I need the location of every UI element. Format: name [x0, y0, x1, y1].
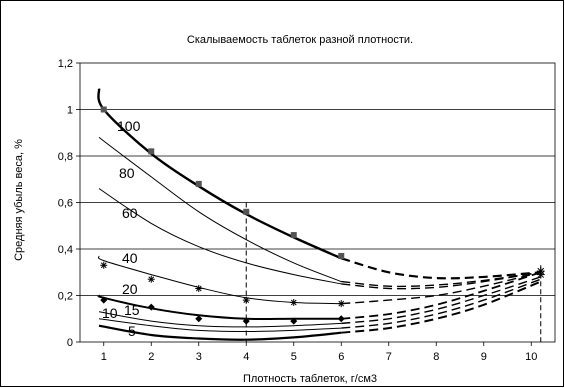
series-80-line — [98, 137, 342, 283]
series-15-extrapolation — [341, 276, 542, 325]
data-point — [147, 275, 155, 283]
y-tick-label: 0,4 — [58, 244, 73, 256]
x-axis-label: Плотность таблеток, г/см3 — [243, 373, 377, 385]
x-tick-label: 9 — [481, 351, 487, 363]
y-tick-label: 1 — [67, 105, 73, 117]
data-point — [290, 298, 298, 306]
chart-title: Скалываемость таблеток разной плотности. — [187, 34, 413, 46]
x-tick-label: 10 — [525, 351, 537, 363]
series-layer — [97, 88, 545, 341]
data-point — [337, 300, 345, 308]
data-point — [337, 315, 345, 323]
curve-label-40: 40 — [122, 250, 138, 266]
series-100 — [97, 88, 541, 280]
x-tick-label: 4 — [243, 351, 249, 363]
curve-label-15: 15 — [124, 302, 140, 318]
series-10 — [98, 278, 542, 333]
series-15 — [98, 276, 542, 328]
data-point — [147, 303, 155, 311]
series-80 — [98, 137, 541, 288]
data-point — [100, 106, 107, 113]
data-point — [242, 317, 250, 325]
y-tick-label: 0,2 — [58, 291, 73, 303]
x-tick-label: 3 — [196, 351, 202, 363]
x-tick-label: 1 — [101, 351, 107, 363]
series-20 — [97, 271, 542, 325]
x-tick-label: 6 — [338, 351, 344, 363]
data-point — [148, 148, 155, 155]
data-point — [243, 208, 250, 215]
curve-label-60: 60 — [122, 205, 138, 221]
curve-labels: 100 80 60 40 20 15 10 5 — [102, 118, 141, 339]
series-5 — [98, 280, 542, 341]
data-point — [195, 285, 203, 293]
data-point — [195, 180, 202, 187]
series-60-line — [98, 188, 342, 285]
y-tick-label: 0,8 — [58, 151, 73, 163]
series-5-line — [98, 324, 342, 341]
series-10-line — [98, 318, 342, 333]
series-60 — [98, 188, 541, 290]
curve-label-10: 10 — [102, 305, 118, 321]
series-10-extrapolation — [341, 278, 542, 329]
series-100-extrapolation — [340, 257, 541, 280]
tick-labels: 0 0,2 0,4 0,6 0,8 1 1,2 1 2 3 4 5 6 7 8 9 10 — [58, 58, 538, 363]
data-point — [290, 232, 297, 239]
data-point — [242, 296, 250, 304]
x-tick-label: 7 — [386, 351, 392, 363]
series-40 — [97, 255, 541, 308]
series-20-extrapolation — [341, 271, 542, 320]
y-tick-label: 0 — [67, 337, 73, 349]
grid-layer — [76, 62, 555, 346]
data-point — [100, 296, 108, 304]
series-15-line — [98, 311, 342, 328]
series-5-extrapolation — [341, 280, 542, 334]
curve-label-5: 5 — [128, 323, 136, 339]
curve-label-20: 20 — [122, 281, 138, 297]
series-60-extrapolation — [341, 271, 541, 290]
data-point — [290, 317, 298, 325]
data-point — [100, 261, 108, 269]
y-tick-label: 1,2 — [58, 58, 73, 70]
data-point — [195, 315, 203, 323]
convergence-markers — [536, 267, 545, 279]
y-axis-label: Средняя убыль веса, % — [13, 139, 25, 261]
x-tick-label: 5 — [291, 351, 297, 363]
x-tick-label: 8 — [433, 351, 439, 363]
curve-label-80: 80 — [119, 165, 135, 181]
curve-label-100: 100 — [117, 118, 141, 134]
data-point — [338, 252, 345, 259]
y-tick-label: 0,6 — [58, 198, 73, 210]
series-40-extrapolation — [341, 271, 541, 305]
x-tick-label: 2 — [148, 351, 154, 363]
series-80-extrapolation — [341, 271, 541, 288]
